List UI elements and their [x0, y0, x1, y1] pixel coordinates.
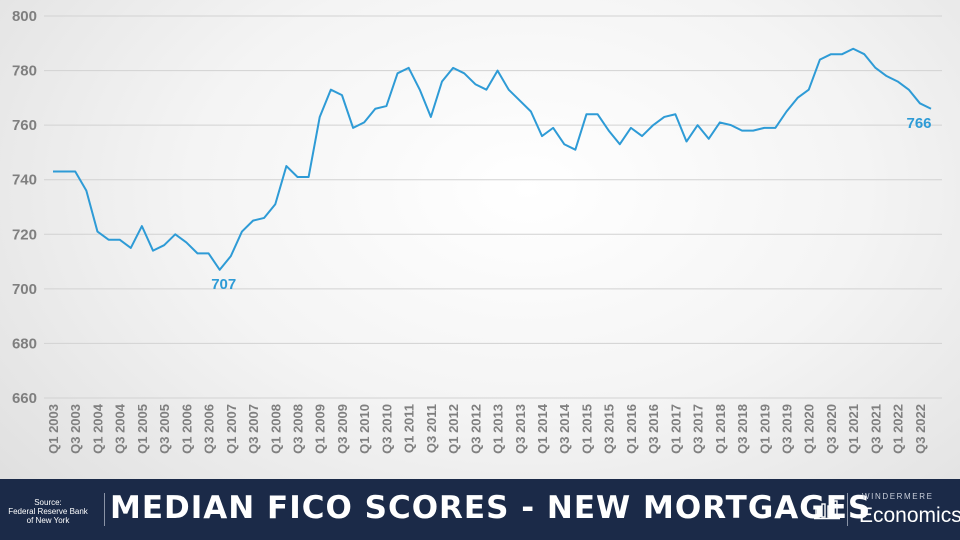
data-label: 766 [906, 115, 931, 132]
y-tick-label: 700 [12, 281, 37, 298]
source-note: Source: Federal Reserve Bank of New York [8, 498, 88, 525]
x-tick-label: Q1 2022 [891, 404, 906, 454]
x-tick-label: Q3 2020 [824, 404, 839, 454]
x-tick-label: Q3 2013 [513, 404, 528, 454]
source-line: Federal Reserve Bank [8, 507, 88, 516]
x-tick-label: Q1 2005 [135, 404, 150, 454]
y-tick-label: 760 [12, 117, 37, 134]
x-tick-label: Q3 2022 [913, 404, 928, 454]
x-tick-label: Q3 2011 [424, 404, 439, 453]
divider [847, 493, 848, 526]
x-tick-label: Q3 2005 [157, 404, 172, 454]
x-tick-label: Q3 2009 [335, 404, 350, 454]
gridlines [44, 15, 942, 399]
x-tick-label: Q1 2009 [313, 404, 328, 454]
x-tick-label: Q3 2018 [735, 404, 750, 454]
x-tick-label: Q1 2007 [224, 404, 239, 454]
y-tick-label: 720 [12, 226, 37, 243]
annotations: 707 766 [211, 115, 931, 293]
x-tick-label: Q1 2006 [179, 404, 194, 454]
fico-series-line [53, 47, 932, 271]
x-tick-label: Q1 2015 [579, 404, 594, 454]
source-line: of New York [26, 516, 70, 525]
x-tick-label: Q3 2014 [557, 403, 572, 454]
y-tick-label: 780 [12, 63, 37, 80]
x-tick-label: Q1 2012 [446, 404, 461, 454]
x-tick-label: Q1 2003 [46, 404, 61, 454]
brand-economics: Economics [859, 504, 960, 527]
x-axis: Q1 2003 Q3 2003 Q1 2004 Q3 2004 Q1 2005 Q3 20… [46, 403, 928, 454]
y-axis: 660 680 700 720 740 760 780 800 [12, 8, 37, 407]
x-tick-label: Q1 2020 [802, 404, 817, 454]
y-tick-label: 660 [12, 390, 37, 407]
x-tick-label: Q3 2007 [246, 404, 261, 454]
x-tick-label: Q1 2014 [535, 403, 550, 454]
x-tick-label: Q1 2019 [757, 404, 772, 454]
y-tick-label: 740 [12, 172, 37, 189]
x-tick-label: Q3 2017 [691, 404, 706, 454]
x-tick-label: Q3 2004 [113, 403, 128, 454]
x-tick-label: Q1 2011 [402, 404, 417, 453]
data-label: 707 [211, 276, 236, 293]
x-tick-label: Q3 2019 [780, 404, 795, 454]
x-tick-label: Q3 2012 [468, 404, 483, 454]
x-tick-label: Q1 2016 [624, 404, 639, 454]
x-tick-label: Q1 2021 [846, 404, 861, 454]
x-tick-label: Q3 2008 [291, 404, 306, 454]
x-tick-label: Q3 2010 [379, 404, 394, 454]
x-tick-label: Q3 2016 [646, 404, 661, 454]
footer-bar: Source: Federal Reserve Bank of New York… [0, 479, 960, 540]
x-tick-label: Q1 2017 [668, 404, 683, 454]
x-tick-label: Q1 2010 [357, 404, 372, 454]
x-tick-label: Q1 2018 [713, 404, 728, 454]
brand-name: WINDERMERE [862, 492, 934, 501]
x-tick-label: Q3 2006 [202, 404, 217, 454]
y-tick-label: 680 [12, 335, 37, 352]
x-tick-label: Q1 2013 [491, 404, 506, 454]
y-tick-label: 800 [12, 8, 37, 25]
x-tick-label: Q3 2003 [68, 404, 83, 454]
x-tick-label: Q3 2015 [602, 404, 617, 454]
source-line: Source: [34, 498, 62, 507]
x-tick-label: Q1 2008 [268, 404, 283, 454]
x-tick-label: Q1 2004 [90, 403, 105, 454]
bar-chart-icon [814, 500, 840, 520]
x-tick-label: Q3 2021 [868, 404, 883, 454]
divider [104, 493, 105, 526]
page-title: MEDIAN FICO SCORES - NEW MORTGAGES [110, 490, 872, 526]
